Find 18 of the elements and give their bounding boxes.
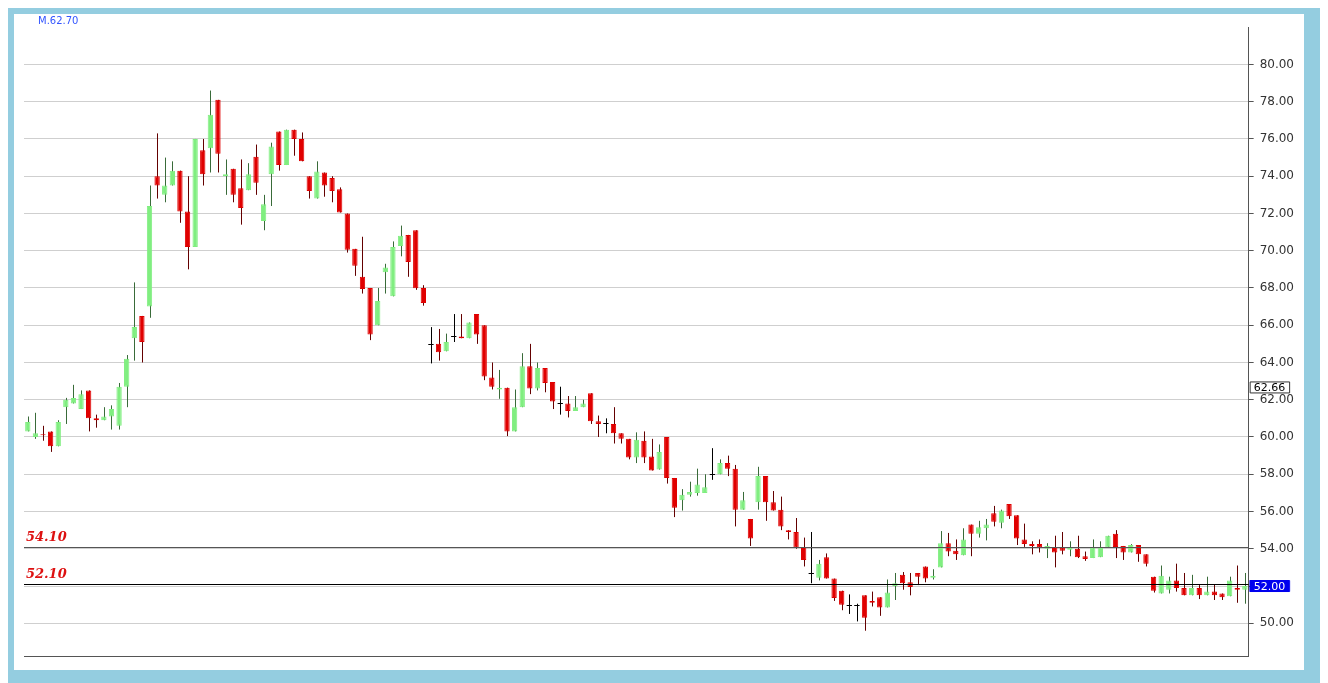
annotation: 52.00	[1253, 579, 1286, 593]
y-tick-label: 78.00	[1259, 93, 1295, 108]
text: M.62.70	[38, 14, 79, 26]
ref-line-label: 54.10	[26, 529, 67, 545]
y-tick-label: 72.00	[1259, 205, 1295, 220]
y-tick-label: 76.00	[1259, 131, 1295, 146]
ref-line-label: 52.10	[26, 566, 67, 582]
y-tick-label: 80.00	[1259, 56, 1295, 71]
y-tick-label: 66.00	[1259, 317, 1295, 332]
y-tick-label: 68.00	[1259, 280, 1295, 295]
y-tick-label: 56.00	[1259, 503, 1295, 518]
y-tick-label: 64.00	[1259, 354, 1295, 369]
y-tick-label: 58.00	[1259, 466, 1295, 481]
y-tick-label: 54.00	[1259, 540, 1295, 555]
y-tick-label: 74.00	[1259, 168, 1295, 183]
y-tick-label: 60.00	[1259, 429, 1295, 444]
y-tick-label: 50.00	[1259, 615, 1295, 630]
y-tick-label: 70.00	[1259, 242, 1295, 257]
